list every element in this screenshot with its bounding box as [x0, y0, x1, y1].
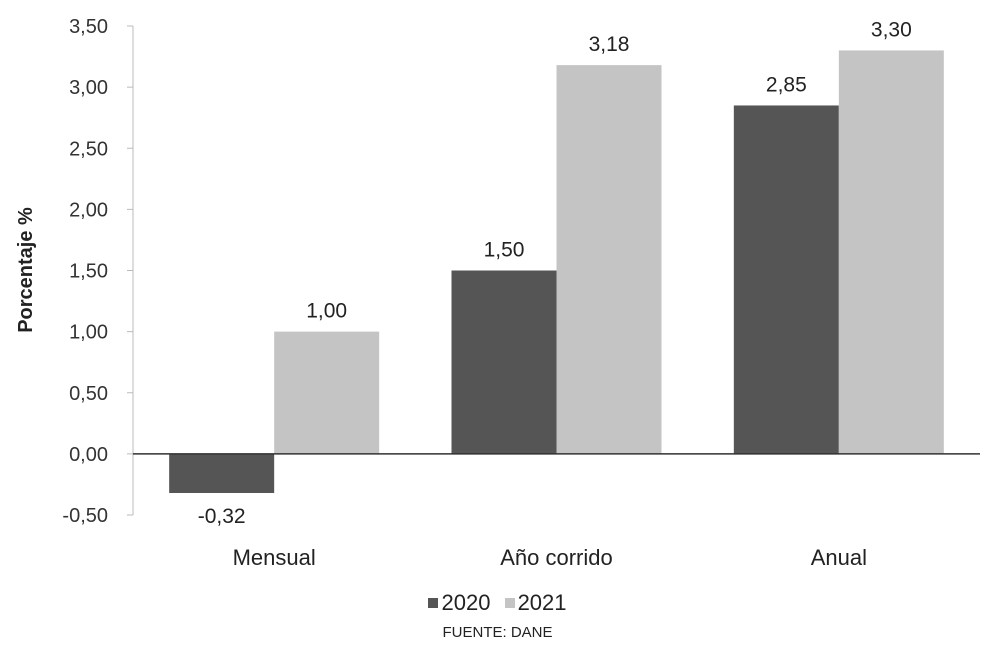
y-tick-label: 1,50 — [69, 261, 108, 283]
y-axis-label: Porcentaje % — [15, 207, 37, 333]
bar-2021 — [274, 331, 380, 454]
category-label: Anual — [811, 545, 867, 570]
data-label-2021: 3,30 — [871, 18, 912, 41]
legend: 2020 2021 — [0, 590, 995, 616]
category-label: Mensual — [233, 545, 316, 570]
y-axis-ticks: -0,50 0,00 0,50 1,00 1,50 2,00 2,50 3,00 3,50 — [62, 16, 133, 527]
legend-item-2021: 2021 — [504, 590, 567, 616]
bar-2020 — [451, 270, 557, 454]
bar-2021 — [556, 65, 662, 454]
data-label-2020: 1,50 — [484, 239, 525, 262]
category-label: Año corrido — [500, 545, 613, 570]
legend-swatch-2020 — [428, 598, 439, 608]
legend-label-2020: 2020 — [441, 590, 491, 615]
category-labels: Mensual Año corrido Anual — [233, 545, 867, 570]
legend-item-2020: 2020 — [428, 590, 490, 616]
data-label-2021: 3,18 — [589, 33, 630, 56]
y-tick-label: -0,50 — [62, 505, 108, 527]
y-tick-label: 3,50 — [69, 16, 108, 38]
data-labels: -0,32 1,00 1,50 3,18 2,85 3,30 — [198, 18, 912, 528]
data-label-2021: 1,00 — [306, 300, 347, 323]
legend-swatch-2021 — [504, 598, 515, 608]
data-label-2020: -0,32 — [198, 505, 246, 528]
y-tick-label: 2,00 — [69, 199, 108, 221]
y-tick-label: 3,00 — [69, 77, 108, 99]
source-note: FUENTE: DANE — [442, 624, 553, 641]
y-tick-label: 0,50 — [69, 383, 108, 405]
bar-2021 — [838, 50, 944, 454]
y-tick-label: 0,00 — [69, 444, 108, 466]
bar-2020 — [169, 453, 275, 493]
y-tick-label: 1,00 — [69, 322, 108, 344]
y-tick-label: 2,50 — [69, 138, 108, 160]
data-label-2020: 2,85 — [766, 73, 807, 96]
bar-2020 — [733, 105, 839, 454]
bars — [169, 50, 944, 493]
legend-label-2021: 2021 — [517, 590, 567, 615]
